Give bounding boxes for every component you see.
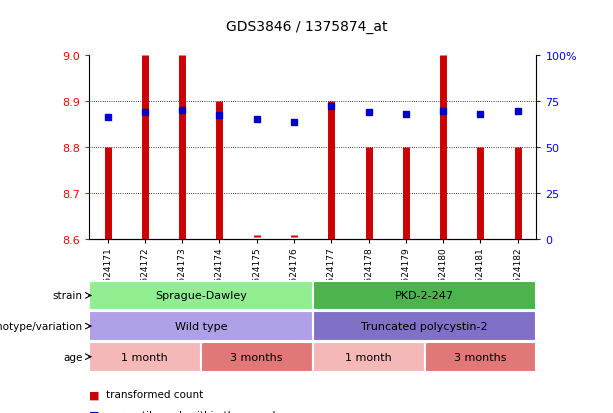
- Bar: [89, 311, 313, 341]
- Text: genotype/variation: genotype/variation: [0, 321, 83, 331]
- Text: Wild type: Wild type: [175, 321, 227, 331]
- Text: Truncated polycystin-2: Truncated polycystin-2: [361, 321, 488, 331]
- Text: 1 month: 1 month: [121, 352, 168, 362]
- Bar: [89, 281, 313, 311]
- Bar: [313, 311, 536, 341]
- Text: 3 months: 3 months: [230, 352, 283, 362]
- Bar: [89, 342, 201, 372]
- Text: GDS3846 / 1375874_at: GDS3846 / 1375874_at: [226, 20, 387, 34]
- Bar: [201, 342, 313, 372]
- Text: ■: ■: [89, 410, 99, 413]
- Text: percentile rank within the sample: percentile rank within the sample: [106, 410, 282, 413]
- Text: ■: ■: [89, 389, 99, 399]
- Text: 1 month: 1 month: [345, 352, 392, 362]
- Bar: [424, 342, 536, 372]
- Text: PKD-2-247: PKD-2-247: [395, 291, 454, 301]
- Text: age: age: [63, 352, 83, 362]
- Text: strain: strain: [53, 291, 83, 301]
- Bar: [313, 281, 536, 311]
- Text: transformed count: transformed count: [106, 389, 204, 399]
- Text: Sprague-Dawley: Sprague-Dawley: [155, 291, 246, 301]
- Text: 3 months: 3 months: [454, 352, 507, 362]
- Bar: [313, 342, 424, 372]
